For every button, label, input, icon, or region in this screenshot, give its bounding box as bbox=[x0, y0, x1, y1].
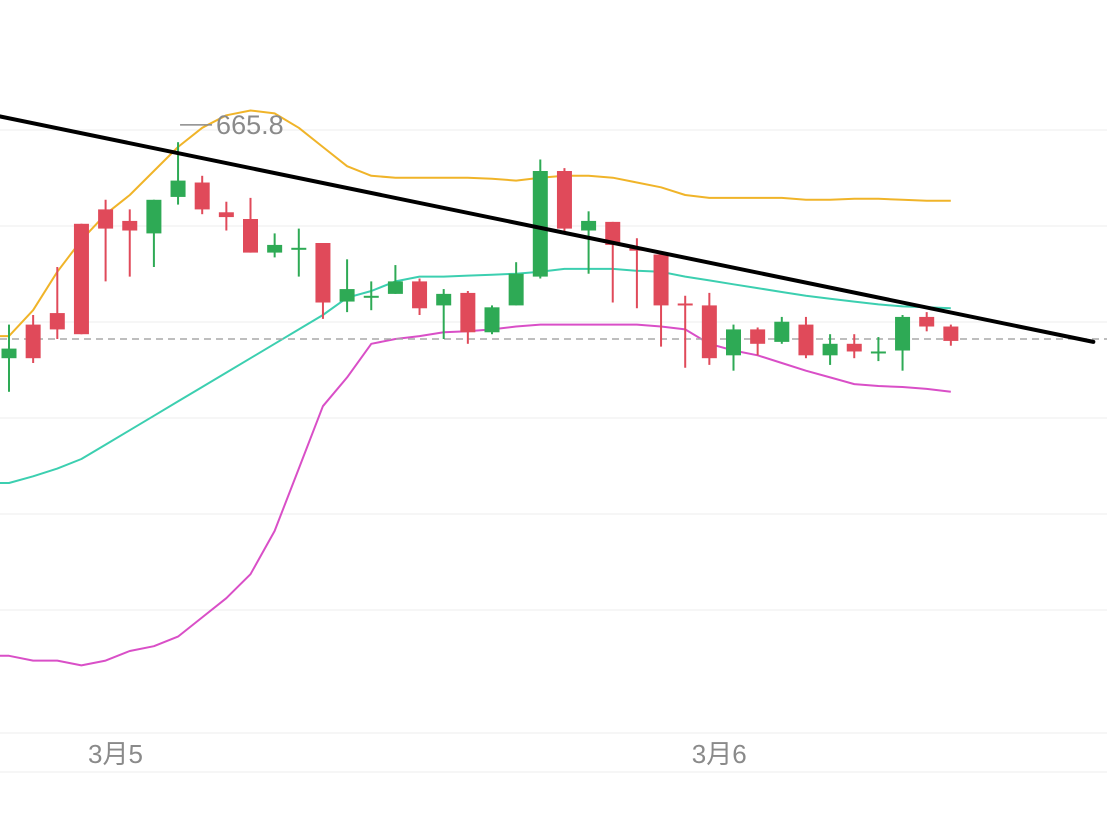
candle-body bbox=[774, 321, 790, 342]
candle bbox=[339, 259, 355, 313]
candle bbox=[822, 334, 838, 365]
candle-body bbox=[49, 313, 65, 330]
candle bbox=[243, 197, 258, 253]
bollinger-bands bbox=[0, 109, 951, 667]
candle bbox=[363, 281, 379, 311]
candle-body bbox=[726, 329, 741, 356]
candle-body bbox=[653, 254, 669, 306]
candle-body bbox=[315, 243, 331, 303]
candles bbox=[1, 142, 959, 392]
grid-layer bbox=[0, 129, 1107, 773]
candle-body bbox=[267, 244, 283, 253]
trendline bbox=[0, 114, 1096, 344]
candle-body bbox=[339, 289, 355, 302]
candle-body bbox=[822, 343, 838, 356]
candle bbox=[919, 312, 935, 332]
candle bbox=[1, 324, 17, 392]
x-axis: 3月5 3月6 bbox=[88, 739, 747, 769]
candle-body bbox=[556, 171, 572, 229]
candle-body bbox=[1, 348, 17, 359]
candle bbox=[870, 337, 886, 362]
candle-body bbox=[870, 351, 886, 354]
candle-body bbox=[243, 219, 258, 253]
candle bbox=[315, 243, 331, 319]
candle bbox=[146, 199, 162, 267]
candle bbox=[943, 324, 959, 346]
candle-body bbox=[412, 281, 428, 309]
candle-body bbox=[484, 307, 500, 333]
candle bbox=[726, 324, 741, 371]
candle-body bbox=[919, 316, 935, 327]
candle-body bbox=[218, 212, 234, 218]
candle bbox=[460, 291, 476, 344]
bollinger-middle-line bbox=[0, 267, 951, 484]
candle bbox=[484, 305, 500, 335]
candle bbox=[387, 265, 403, 294]
candle bbox=[581, 211, 597, 274]
candle bbox=[701, 292, 717, 365]
candle bbox=[73, 223, 89, 335]
candle bbox=[412, 278, 428, 315]
candle-body bbox=[98, 209, 114, 229]
candle bbox=[98, 199, 114, 282]
candle-body bbox=[846, 343, 862, 352]
candle-body bbox=[605, 221, 621, 245]
candle bbox=[436, 289, 452, 339]
candle-body bbox=[943, 326, 959, 341]
candle bbox=[798, 316, 814, 359]
candle-body bbox=[146, 199, 162, 234]
x-axis-tick-label: 3月6 bbox=[692, 739, 747, 769]
candle bbox=[532, 159, 548, 279]
candle-body bbox=[895, 316, 911, 351]
candle-body bbox=[291, 247, 307, 250]
candle-body bbox=[73, 223, 89, 335]
price-annotation-label: 665.8 bbox=[216, 110, 284, 140]
candle bbox=[218, 201, 234, 231]
annotations: 665.8 bbox=[180, 110, 284, 140]
candle bbox=[895, 315, 911, 371]
candle-body bbox=[387, 281, 403, 294]
candle bbox=[49, 267, 65, 339]
candle bbox=[122, 209, 138, 277]
candle bbox=[605, 221, 621, 303]
candle bbox=[774, 316, 790, 344]
candle bbox=[291, 228, 307, 277]
candle-body bbox=[170, 180, 186, 197]
candle bbox=[25, 315, 41, 363]
candle bbox=[750, 327, 766, 356]
candle bbox=[677, 295, 693, 368]
candle-body bbox=[750, 329, 766, 344]
bollinger-upper-line bbox=[0, 109, 951, 338]
candle-body bbox=[363, 295, 379, 298]
x-axis-tick-label: 3月5 bbox=[88, 739, 143, 769]
candle-body bbox=[460, 292, 476, 333]
candle-body bbox=[436, 293, 452, 306]
candle-body bbox=[25, 324, 41, 359]
candle bbox=[508, 262, 524, 306]
candle bbox=[653, 252, 669, 347]
candle bbox=[194, 175, 210, 215]
candle-body bbox=[122, 220, 138, 231]
trendline-layer bbox=[0, 114, 1096, 344]
candle-body bbox=[701, 305, 717, 359]
candle-body bbox=[798, 324, 814, 356]
candle bbox=[267, 233, 283, 258]
candle-body bbox=[194, 182, 210, 210]
bollinger-lower-line bbox=[0, 323, 951, 667]
candle-body bbox=[532, 171, 548, 277]
candle-body bbox=[508, 273, 524, 306]
candle-body bbox=[581, 220, 597, 231]
candle-body bbox=[677, 303, 693, 306]
candle bbox=[556, 168, 572, 234]
candle bbox=[846, 334, 862, 359]
